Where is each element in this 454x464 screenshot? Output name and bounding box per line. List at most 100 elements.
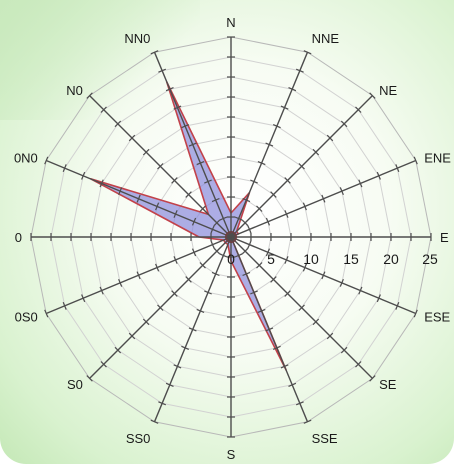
direction-label-ESE: ESE bbox=[424, 310, 450, 325]
axis-tick bbox=[250, 290, 258, 295]
axis-tick bbox=[355, 361, 362, 368]
axis-tick bbox=[270, 191, 277, 198]
axis-tick bbox=[321, 194, 326, 203]
radial-tick-label: 0 bbox=[227, 251, 235, 267]
axis-tick bbox=[204, 290, 212, 295]
axis-tick bbox=[158, 401, 167, 406]
axis-tick bbox=[265, 248, 271, 257]
axis-tick bbox=[211, 271, 220, 277]
direction-label-0S0: 0S0 bbox=[15, 310, 38, 325]
axis-tick bbox=[295, 68, 304, 73]
direction-label-N0: N0 bbox=[66, 83, 83, 98]
direction-label-SE: SE bbox=[379, 377, 397, 392]
axis-tick bbox=[81, 294, 86, 303]
axis-tick bbox=[213, 219, 221, 227]
axis-tick bbox=[128, 134, 136, 142]
axis-tick bbox=[173, 364, 182, 369]
direction-label-NN0: NN0 bbox=[124, 31, 150, 46]
axis-tick bbox=[339, 278, 344, 287]
axis-tick bbox=[199, 205, 206, 212]
axis-tick bbox=[171, 290, 178, 297]
axis-tick bbox=[272, 124, 281, 129]
axis-tick bbox=[136, 271, 141, 280]
axis-tick bbox=[173, 210, 178, 218]
axis-tick bbox=[321, 271, 326, 280]
axis-tick bbox=[288, 382, 297, 387]
axis-tick bbox=[185, 276, 192, 283]
axis-tick bbox=[288, 87, 297, 92]
axis-tick bbox=[157, 163, 164, 170]
direction-label-0: 0 bbox=[15, 230, 22, 245]
axis-tick bbox=[413, 156, 418, 165]
direction-label-NNE: NNE bbox=[312, 31, 340, 46]
direction-label-N: N bbox=[226, 15, 235, 30]
axis-tick bbox=[211, 197, 220, 203]
axis-tick bbox=[302, 263, 307, 272]
axis-tick bbox=[284, 177, 291, 184]
axis-tick bbox=[210, 225, 215, 234]
axis-tick bbox=[173, 256, 178, 264]
axis-tick bbox=[302, 202, 307, 211]
axis-tick bbox=[118, 278, 123, 287]
direction-label-S0: S0 bbox=[67, 377, 83, 392]
axis-tick bbox=[219, 253, 228, 258]
axis-tick bbox=[196, 308, 205, 313]
axis-tick bbox=[99, 286, 104, 295]
axis-tick bbox=[369, 375, 376, 382]
axis-tick bbox=[358, 286, 363, 295]
axis-tick bbox=[81, 171, 86, 180]
radial-tick-label: 25 bbox=[422, 251, 438, 267]
axis-tick bbox=[265, 142, 274, 147]
axis-tick bbox=[295, 401, 304, 406]
axis-tick bbox=[369, 92, 376, 99]
axis-tick bbox=[340, 346, 348, 354]
axis-tick bbox=[326, 134, 334, 142]
axis-tick bbox=[196, 161, 205, 166]
axis-tick bbox=[150, 50, 159, 55]
direction-label-S: S bbox=[227, 447, 236, 462]
direction-label-NE: NE bbox=[379, 83, 397, 98]
axis-tick bbox=[284, 290, 291, 297]
direction-label-ENE: ENE bbox=[424, 150, 451, 165]
axis-tick bbox=[173, 105, 182, 110]
axis-tick bbox=[234, 253, 243, 258]
axis-tick bbox=[280, 105, 289, 110]
axis-tick bbox=[340, 120, 348, 128]
axis-tick bbox=[298, 163, 305, 170]
axis-tick bbox=[118, 187, 123, 196]
axis-tick bbox=[142, 318, 150, 326]
axis-tick bbox=[213, 247, 221, 255]
direction-label-E: E bbox=[440, 230, 449, 245]
axis-tick bbox=[312, 148, 320, 156]
axis-tick bbox=[155, 202, 160, 211]
axis-tick bbox=[256, 205, 263, 212]
axis-tick bbox=[62, 301, 67, 310]
axis-tick bbox=[376, 294, 381, 303]
axis-labels: N NNE NE ENE E ESE SE SSE S SS0 S0 0S0 0 0N0 N0 NN0 0 5 10… bbox=[14, 15, 451, 462]
radial-tick-label: 10 bbox=[303, 251, 319, 267]
radial-tick-label: 20 bbox=[383, 251, 399, 267]
axis-tick bbox=[265, 217, 271, 226]
axes bbox=[30, 36, 432, 438]
axis-tick bbox=[185, 191, 192, 198]
axis-tick bbox=[165, 382, 174, 387]
axis-tick bbox=[199, 262, 206, 269]
axis-tick bbox=[395, 301, 400, 310]
axis-tick bbox=[219, 216, 228, 221]
axis-tick bbox=[210, 240, 215, 249]
axis-tick bbox=[241, 219, 249, 227]
axis-tick bbox=[191, 217, 197, 226]
axis-tick bbox=[100, 361, 107, 368]
axis-tick bbox=[250, 179, 258, 184]
axis-tick bbox=[284, 210, 289, 218]
axis-tick bbox=[100, 106, 107, 113]
axis-tick bbox=[86, 375, 93, 382]
axis-tick bbox=[413, 309, 418, 318]
axis-tick bbox=[355, 106, 362, 113]
axis-tick bbox=[136, 194, 141, 203]
radial-tick-label: 5 bbox=[267, 251, 275, 267]
axis-tick bbox=[326, 332, 334, 340]
axis-tick bbox=[44, 156, 49, 165]
axis-tick bbox=[114, 120, 122, 128]
axis-tick bbox=[257, 308, 266, 313]
